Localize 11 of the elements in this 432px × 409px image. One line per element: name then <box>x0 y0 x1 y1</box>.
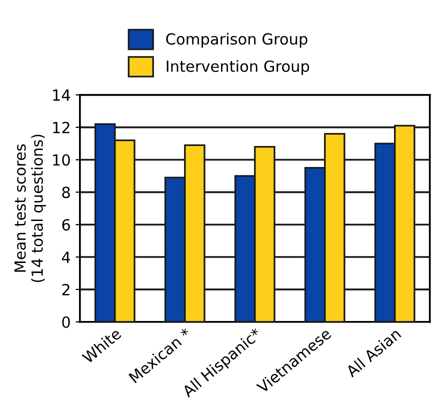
y-tick-label: 4 <box>62 252 70 263</box>
legend-label: Comparison Group <box>166 32 308 48</box>
y-tick-label: 2 <box>62 284 70 296</box>
y-tick-label: 8 <box>62 186 70 198</box>
y-tick-label: 0 <box>62 316 70 328</box>
y-tick-label: 6 <box>62 219 70 231</box>
y-tick-label: 10 <box>53 154 70 166</box>
legend-label: Intervention Group <box>166 60 310 75</box>
y-tick-label: 12 <box>53 122 70 134</box>
y-tick-label: 14 <box>53 90 70 101</box>
y-axis-title: Mean test scores (14 total questions) <box>14 134 46 282</box>
